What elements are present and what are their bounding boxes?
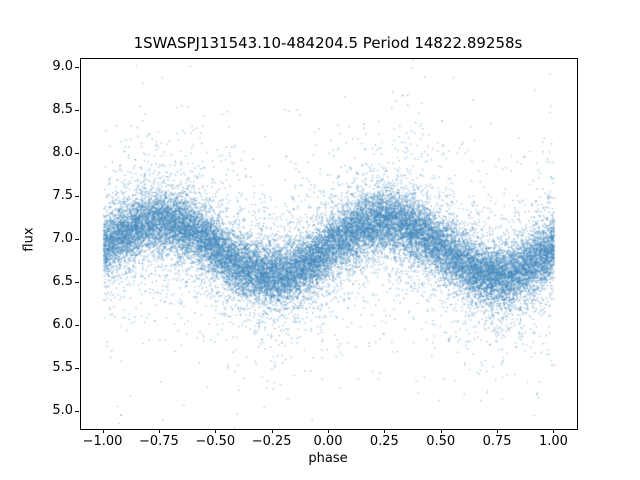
y-tick-mark xyxy=(75,195,79,197)
x-tick-mark xyxy=(215,429,217,433)
x-tick-mark xyxy=(384,429,386,433)
x-axis-label: phase xyxy=(308,451,348,466)
y-tick-mark xyxy=(75,367,79,369)
y-tick-label: 5.0 xyxy=(52,402,73,418)
y-tick-mark xyxy=(75,66,79,68)
y-tick-mark xyxy=(75,238,79,240)
y-tick-label: 8.0 xyxy=(52,144,73,160)
x-tick-label: 1.00 xyxy=(538,434,568,449)
x-tick-mark xyxy=(328,429,329,433)
y-tick-label: 7.0 xyxy=(52,230,73,246)
y-tick-label: 6.0 xyxy=(52,316,73,332)
y-tick-label: 6.5 xyxy=(52,273,73,289)
x-tick-label: 0.25 xyxy=(369,434,399,449)
y-tick-mark xyxy=(75,324,79,326)
y-tick-mark xyxy=(75,152,79,154)
x-tick-label: −0.50 xyxy=(195,434,236,449)
x-tick-mark xyxy=(553,429,555,433)
x-tick-label: 0.75 xyxy=(482,434,512,449)
y-tick-label: 9.0 xyxy=(52,58,73,74)
x-tick-mark xyxy=(497,429,499,433)
x-tick-label: −0.25 xyxy=(251,434,292,449)
y-tick-label: 8.5 xyxy=(52,101,73,117)
x-tick-mark xyxy=(158,429,160,433)
x-tick-mark xyxy=(440,429,442,433)
x-tick-label: 0.00 xyxy=(313,434,343,449)
y-tick-mark xyxy=(75,281,79,283)
x-tick-label: −1.00 xyxy=(82,434,123,449)
x-tick-mark xyxy=(102,429,104,433)
chart-title: 1SWASPJ131543.10-484204.5 Period 14822.8… xyxy=(133,34,523,52)
x-tick-label: 0.50 xyxy=(426,434,456,449)
y-tick-label: 5.5 xyxy=(52,359,73,375)
x-tick-mark xyxy=(271,429,273,433)
scatter-points-canvas xyxy=(81,59,577,429)
plot-area xyxy=(80,58,578,430)
y-tick-mark xyxy=(75,109,79,111)
y-tick-mark xyxy=(75,410,79,412)
y-tick-label: 7.5 xyxy=(52,187,73,203)
x-tick-label: −0.75 xyxy=(138,434,179,449)
